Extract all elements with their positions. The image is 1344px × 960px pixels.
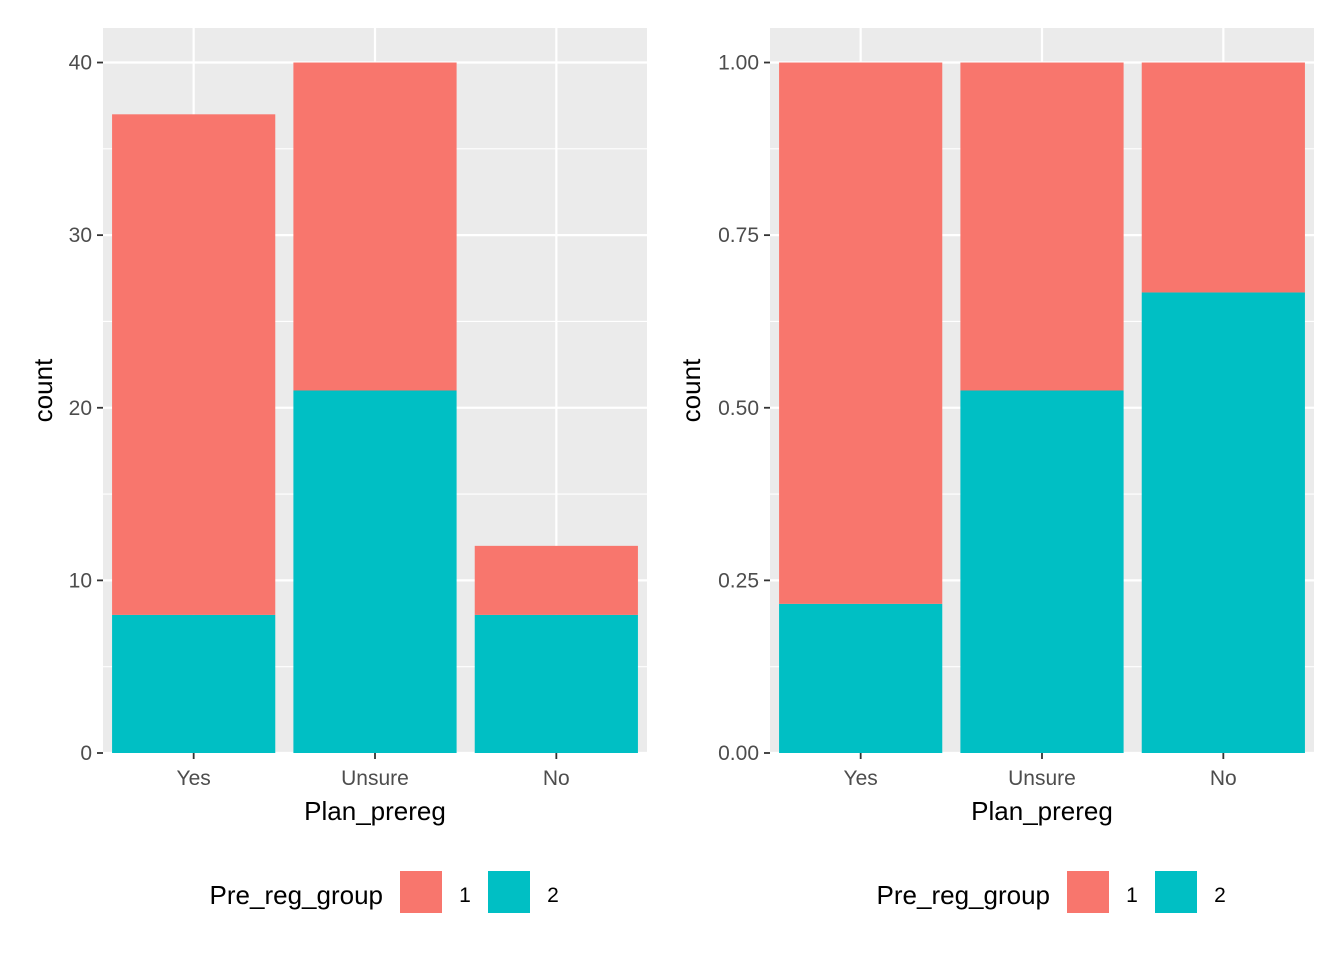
x-axis-title: Plan_prereg: [304, 796, 446, 826]
legend-key-2: [1153, 869, 1199, 915]
y-tick-label: 0.50: [718, 397, 759, 420]
bar-unsure-group-2: [293, 390, 457, 753]
legend-title: Pre_reg_group: [877, 880, 1050, 910]
x-tick-label: Yes: [177, 767, 211, 790]
bar-no-group-2: [1141, 292, 1305, 753]
x-tick-label: Yes: [844, 767, 878, 790]
legend-title: Pre_reg_group: [210, 880, 383, 910]
legend-key-1: [398, 869, 444, 915]
bar-unsure-group-2: [960, 390, 1124, 753]
y-tick-label: 40: [69, 52, 92, 75]
legend-label-2: 2: [547, 884, 559, 907]
y-tick-label: 20: [69, 397, 92, 420]
legend-label-1: 1: [459, 884, 471, 907]
legend: Pre_reg_group 1 2: [210, 869, 559, 915]
legend-label-1: 1: [1126, 884, 1138, 907]
bar-yes-group-1: [112, 114, 276, 615]
bar-yes-group-1: [779, 62, 943, 604]
bar-unsure-group-1: [293, 62, 457, 391]
chart-panel-2: 0.00 0.25 0.50 0.75 1.00 Yes Unsure No Plan_prer…: [676, 28, 1314, 915]
y-tick-label: 30: [69, 224, 92, 247]
x-tick-label: Unsure: [1008, 767, 1076, 790]
y-tick-label: 0: [80, 742, 92, 765]
y-tick-label: 0.00: [718, 742, 759, 765]
bar-no-group-1: [1141, 62, 1305, 293]
x-tick-label: Unsure: [341, 767, 409, 790]
bar-yes-group-2: [112, 614, 276, 753]
bar-unsure-group-1: [960, 62, 1124, 391]
y-tick-label: 1.00: [718, 52, 759, 75]
x-tick-label: No: [543, 767, 570, 790]
x-axis-title: Plan_prereg: [971, 796, 1113, 826]
y-axis-title: count: [28, 358, 58, 422]
bar-no-group-2: [474, 614, 638, 753]
x-tick-label: No: [1210, 767, 1237, 790]
chart-panel-1: 0 10 20 30 40 Yes Unsure No Plan_prereg count Pre_…: [28, 28, 647, 915]
y-tick-label: 10: [69, 569, 92, 592]
legend-key-1: [1065, 869, 1111, 915]
y-tick-label: 0.75: [718, 224, 759, 247]
bar-yes-group-2: [779, 603, 943, 753]
legend-key-2: [486, 869, 532, 915]
y-axis-title: count: [676, 358, 706, 422]
legend-label-2: 2: [1214, 884, 1226, 907]
bar-no-group-1: [474, 545, 638, 615]
y-tick-label: 0.25: [718, 569, 759, 592]
legend: Pre_reg_group 1 2: [877, 869, 1226, 915]
